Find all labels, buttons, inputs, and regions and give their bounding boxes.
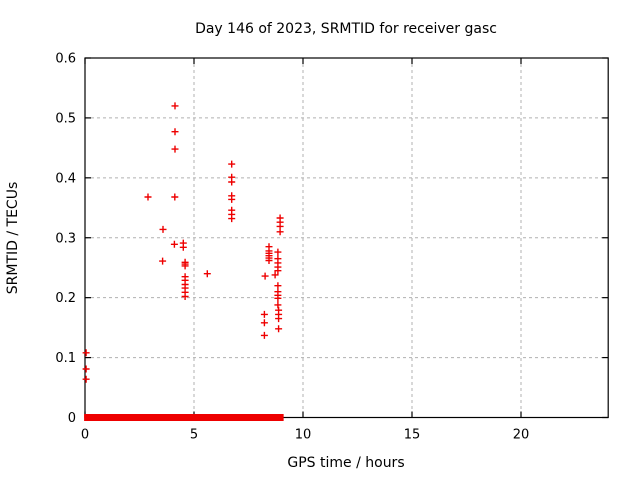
y-tick-label: 0.3 <box>55 231 76 246</box>
zero-band-segment <box>232 414 270 421</box>
y-tick-label: 0 <box>68 411 76 426</box>
x-axis-label: GPS time / hours <box>287 455 404 471</box>
tick-labels: 0 5 10 15 20 0 0.1 0.2 0.3 0.4 0.5 0.6 <box>55 52 529 443</box>
y-tick-label: 0.5 <box>55 111 76 126</box>
x-tick-label: 10 <box>295 428 312 443</box>
x-tick-label: 0 <box>81 428 89 443</box>
y-tick-label: 0.1 <box>55 351 76 366</box>
gridlines <box>85 58 609 418</box>
zero-band-segment <box>278 414 284 421</box>
chart-title: Day 146 of 2023, SRMTID for receiver gas… <box>195 21 497 37</box>
zero-band-segment <box>269 414 282 421</box>
x-tick-label: 15 <box>404 428 421 443</box>
data-markers <box>82 102 284 383</box>
scatter-plus-markers <box>82 102 284 383</box>
axis-ticks <box>84 57 609 419</box>
y-axis-label: SRMTID / TECUs <box>5 182 21 295</box>
zero-band-segment <box>120 414 188 421</box>
y-tick-label: 0.6 <box>55 52 76 67</box>
y-tick-label: 0.4 <box>55 171 76 186</box>
y-tick-label: 0.2 <box>55 291 76 306</box>
x-tick-label: 20 <box>513 428 530 443</box>
zero-value-band <box>84 414 284 421</box>
zero-band-segment <box>84 414 122 421</box>
zero-band-segment <box>186 414 233 421</box>
x-tick-label: 5 <box>190 428 198 443</box>
